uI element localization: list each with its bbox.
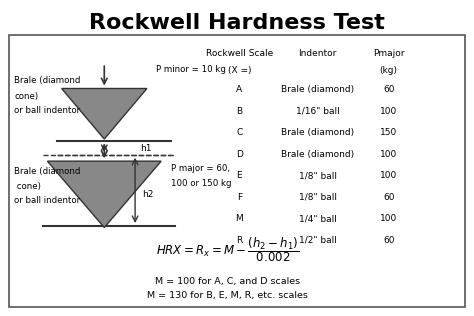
Text: Brale (diamond): Brale (diamond) [281, 150, 354, 159]
Text: Rockwell Scale: Rockwell Scale [206, 49, 273, 58]
Text: cone): cone) [14, 182, 41, 191]
Text: 1/8" ball: 1/8" ball [299, 171, 337, 180]
Text: E: E [237, 171, 242, 180]
Text: R: R [236, 236, 243, 245]
Text: 150: 150 [380, 128, 397, 137]
Text: F: F [237, 193, 242, 202]
Text: 100: 100 [380, 214, 397, 223]
Text: 1/16" ball: 1/16" ball [296, 107, 339, 116]
Text: M = 130 for B, E, M, R, etc. scales: M = 130 for B, E, M, R, etc. scales [147, 291, 308, 300]
Text: 100: 100 [380, 171, 397, 180]
Text: Rockwell Hardness Test: Rockwell Hardness Test [89, 13, 385, 33]
Text: Brale (diamond: Brale (diamond [14, 167, 81, 176]
Text: cone): cone) [14, 92, 38, 100]
Text: (kg): (kg) [380, 66, 398, 75]
Text: 100: 100 [380, 107, 397, 116]
Text: 60: 60 [383, 85, 394, 94]
FancyBboxPatch shape [9, 35, 465, 307]
Text: M: M [236, 214, 243, 223]
Polygon shape [47, 161, 161, 228]
Text: 1/8" ball: 1/8" ball [299, 193, 337, 202]
Text: 1/2" ball: 1/2" ball [299, 236, 337, 245]
Text: Brale (diamond): Brale (diamond) [281, 85, 354, 94]
Text: 100 or 150 kg: 100 or 150 kg [171, 179, 231, 187]
Text: 100: 100 [380, 150, 397, 159]
Text: D: D [236, 150, 243, 159]
Text: B: B [237, 107, 242, 116]
Text: h2: h2 [142, 190, 154, 199]
Text: P major = 60,: P major = 60, [171, 164, 229, 173]
Text: M = 100 for A, C, and D scales: M = 100 for A, C, and D scales [155, 277, 300, 286]
Text: 1/4" ball: 1/4" ball [299, 214, 337, 223]
Polygon shape [62, 88, 147, 139]
Text: 60: 60 [383, 236, 394, 245]
Text: (X =): (X =) [228, 66, 251, 75]
Text: A: A [237, 85, 242, 94]
Text: Indentor: Indentor [299, 49, 337, 58]
Text: P minor = 10 kg: P minor = 10 kg [156, 65, 226, 74]
Text: Pmajor: Pmajor [373, 49, 404, 58]
Text: Brale (diamond): Brale (diamond) [281, 128, 354, 137]
Text: C: C [236, 128, 243, 137]
Text: $\it{HRX} = R_x = M - \dfrac{(h_2 - h_1)}{0.002}$: $\it{HRX} = R_x = M - \dfrac{(h_2 - h_1)… [156, 235, 299, 264]
Text: h1: h1 [140, 144, 151, 153]
Text: or ball indentor: or ball indentor [14, 106, 81, 115]
Text: or ball indentor: or ball indentor [14, 196, 81, 205]
Text: 60: 60 [383, 193, 394, 202]
Text: Brale (diamond: Brale (diamond [14, 76, 81, 85]
